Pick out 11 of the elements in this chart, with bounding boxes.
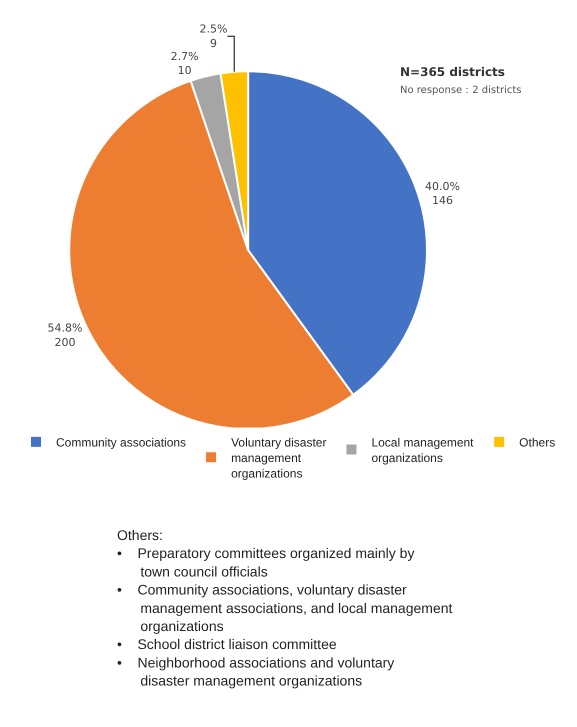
data-label: 2.5% 9 [199, 22, 228, 50]
legend-label: Community associations [56, 436, 186, 450]
text: No response：2 districts [400, 85, 522, 96]
legend-label: Local management organizations [371, 435, 474, 465]
data-label: 2.7% 10 [170, 50, 199, 78]
legend-label: Voluntary disaster management organizations [231, 435, 326, 481]
text: N=365 districts [400, 65, 505, 79]
data-label: 54.8% 200 [47, 322, 82, 349]
data-label: 40.0% 146 [425, 180, 460, 208]
text: Others: • Preparatory committees organized mainly by town council officials • Community associations, voluntary disaster management associations, and local management organizations • School district liaison committee • Neighborhood associations and voluntary disaster management organizations [117, 527, 452, 689]
legend-label: Others [519, 436, 556, 450]
